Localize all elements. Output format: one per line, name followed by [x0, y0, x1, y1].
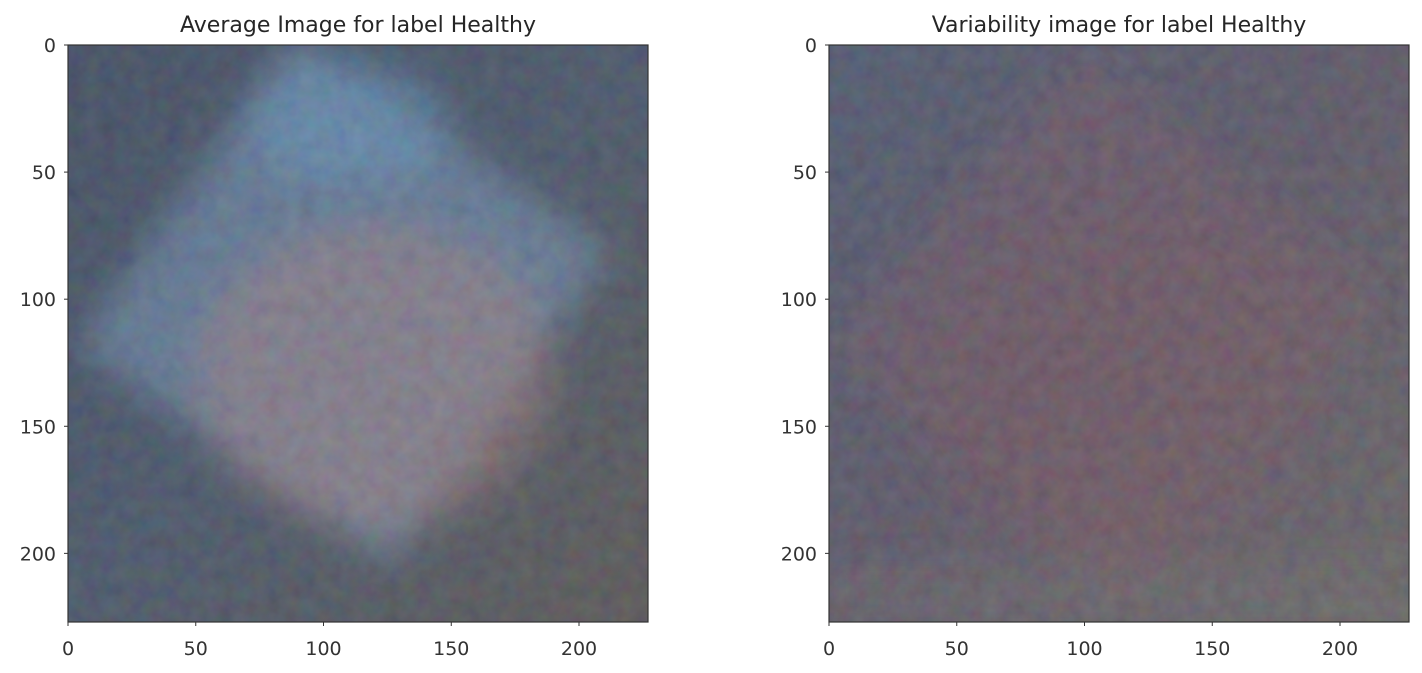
y-tick-label: 150 [20, 416, 56, 438]
y-tick-label: 200 [20, 543, 56, 565]
x-tick-label: 50 [184, 638, 208, 660]
x-tick-label: 0 [823, 638, 835, 660]
x-tick-label: 100 [305, 638, 341, 660]
image-texture [829, 45, 1409, 622]
axes-frame [828, 44, 1410, 623]
chart-title: Variability image for label Healthy [932, 13, 1307, 38]
y-tick-label: 150 [781, 416, 817, 438]
x-tick-label: 100 [1066, 638, 1102, 660]
x-tick-label: 50 [945, 638, 969, 660]
y-tick-label: 0 [44, 35, 56, 57]
image-panel-2 [829, 45, 1409, 622]
y-tick-label: 100 [20, 289, 56, 311]
y-tick-label: 0 [805, 35, 817, 57]
x-tick-label: 150 [433, 638, 469, 660]
x-tick-label: 200 [1322, 638, 1358, 660]
y-tick-label: 50 [32, 162, 56, 184]
x-tick-label: 150 [1194, 638, 1230, 660]
x-tick-label: 200 [561, 638, 597, 660]
image-panel-1 [68, 45, 648, 622]
chart-title: Average Image for label Healthy [180, 13, 536, 38]
axes-frame [67, 44, 649, 623]
x-tick-label: 0 [62, 638, 74, 660]
y-tick-label: 100 [781, 289, 817, 311]
image-texture [68, 45, 648, 622]
y-tick-label: 50 [793, 162, 817, 184]
y-tick-label: 200 [781, 543, 817, 565]
